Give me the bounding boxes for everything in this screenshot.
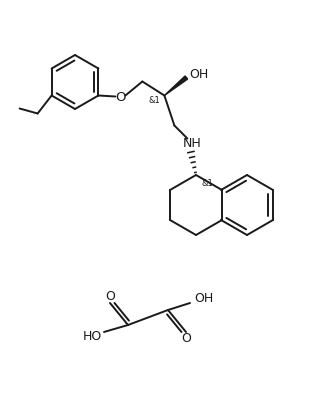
Text: NH: NH (183, 137, 202, 150)
Text: O: O (105, 290, 115, 303)
Text: &1: &1 (202, 179, 214, 188)
Text: &1: &1 (148, 96, 160, 105)
Text: OH: OH (189, 68, 208, 81)
Text: OH: OH (194, 292, 214, 304)
Text: O: O (181, 333, 191, 346)
Text: O: O (115, 91, 126, 104)
Text: HO: HO (82, 330, 102, 344)
Polygon shape (164, 76, 188, 95)
